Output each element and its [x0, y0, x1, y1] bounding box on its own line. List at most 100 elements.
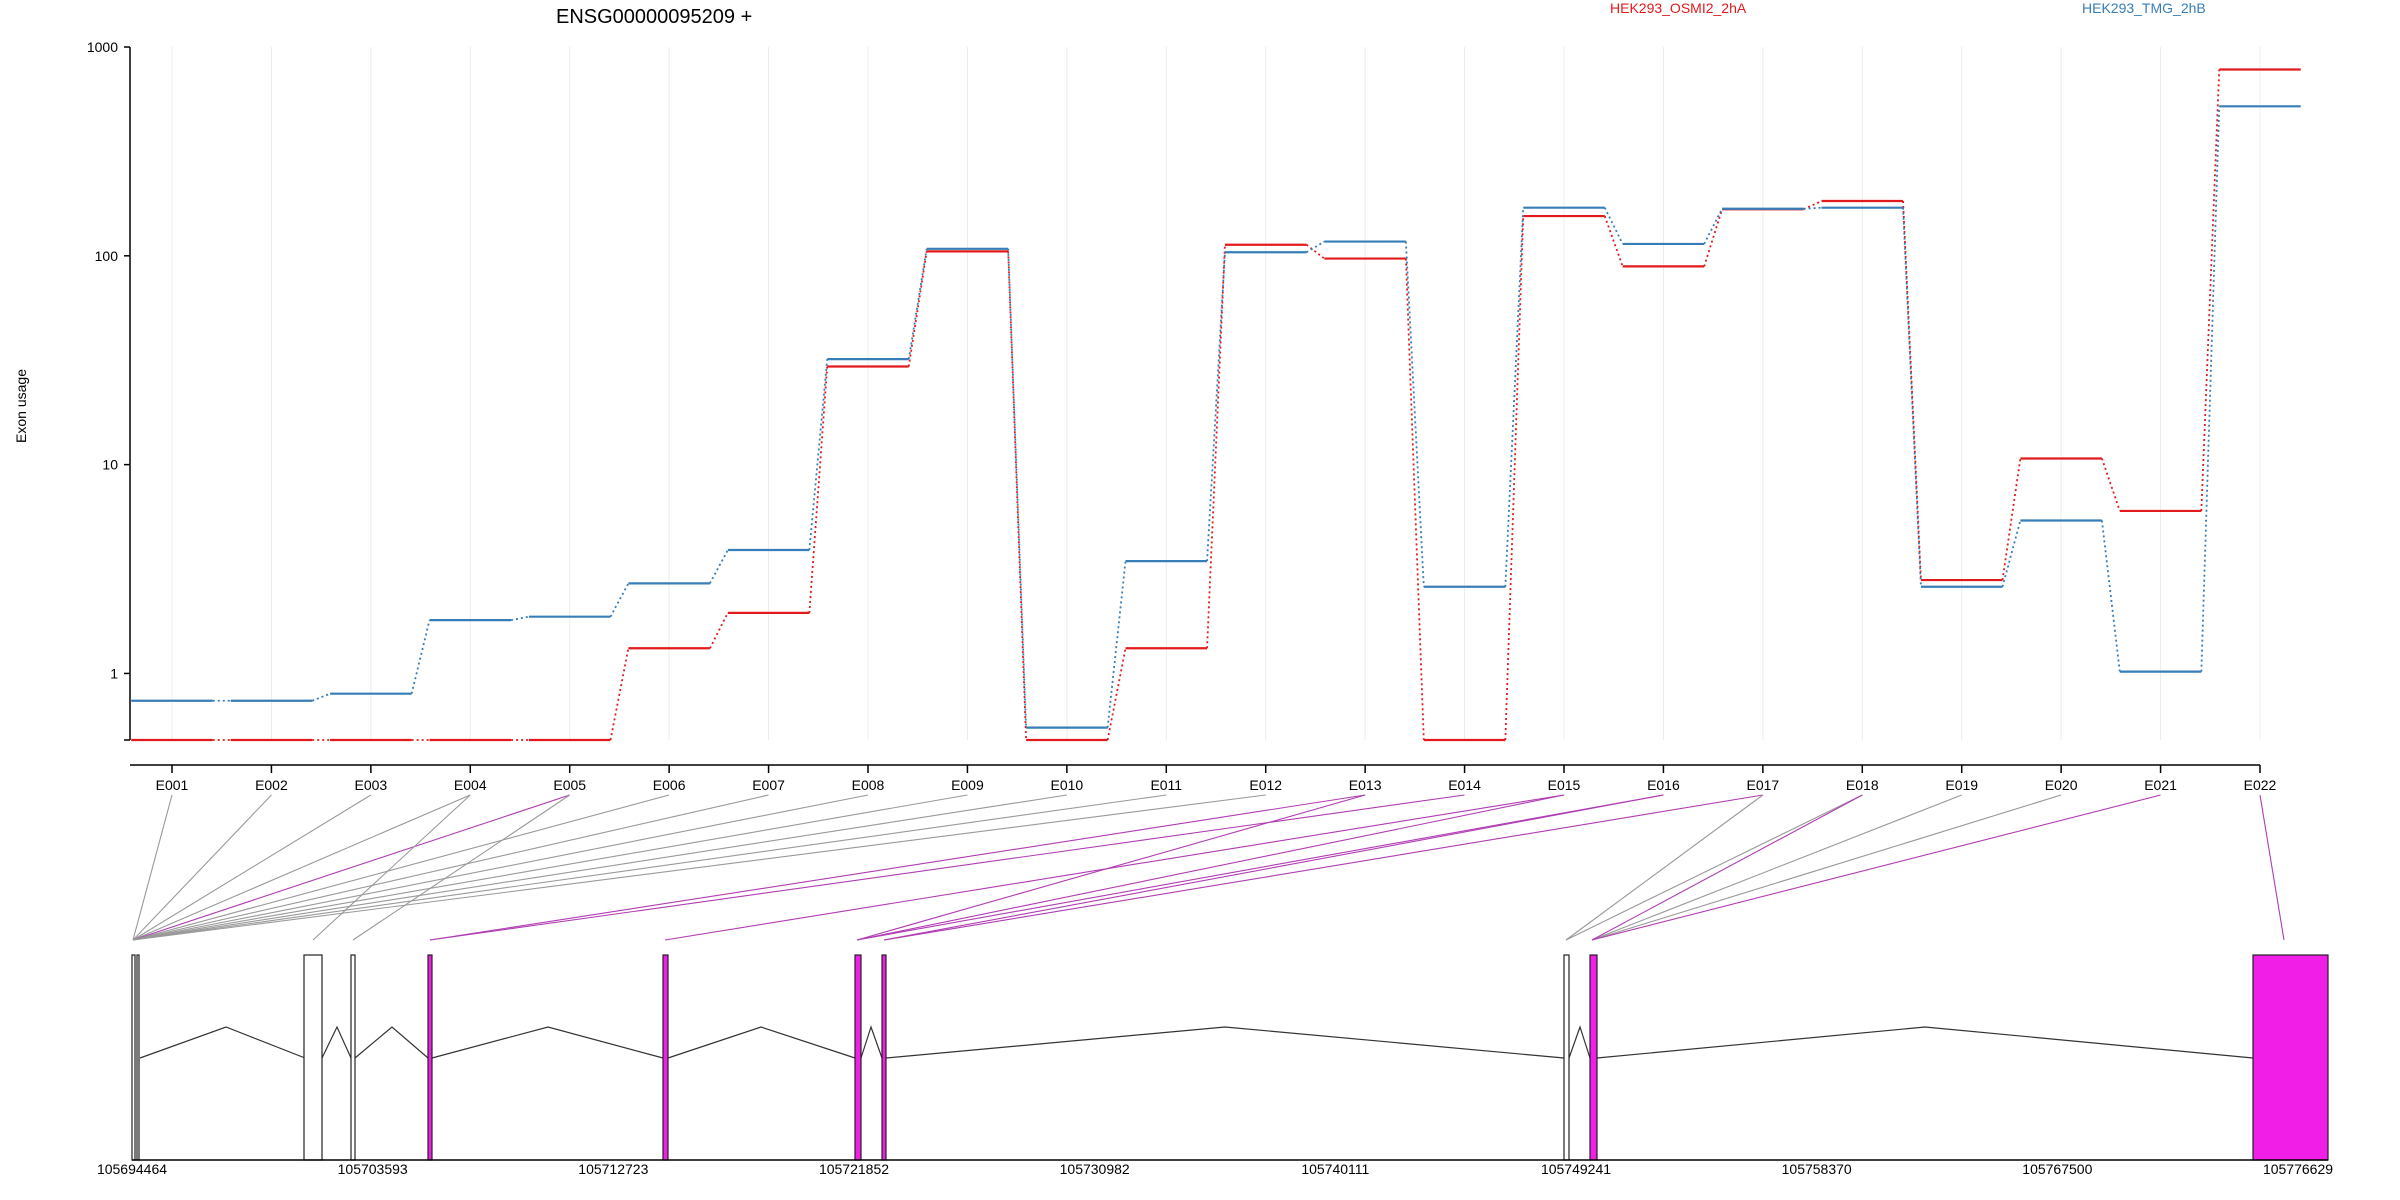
series-connector: [1902, 200, 1922, 581]
series-connector: [907, 248, 928, 360]
genomic-coordinate-label: 105767500: [2022, 1161, 2092, 1177]
series-connector: [2001, 520, 2022, 588]
exon-connector-line: [132, 794, 869, 941]
x-tick-label: E019: [1945, 777, 1978, 793]
x-tick-label: E004: [454, 777, 487, 793]
x-tick-label: E012: [1249, 777, 1282, 793]
exon-box: [350, 954, 356, 1161]
exon-connector-line: [856, 794, 1565, 941]
exon-box-highlighted: [881, 954, 887, 1161]
series-connector: [1306, 240, 1325, 254]
genomic-coordinate-label: 105703593: [338, 1161, 408, 1177]
x-tick-label: E021: [2144, 777, 2177, 793]
intron-line: [885, 1026, 1565, 1059]
exon-connector-line: [132, 794, 968, 941]
series-connector: [1106, 561, 1127, 728]
y-tick-label: 100: [95, 248, 119, 264]
x-tick-label: E011: [1150, 777, 1182, 793]
exon-connectors: [132, 794, 2285, 941]
genomic-coordinate-label: 105758370: [1782, 1161, 1852, 1177]
exon-connector-line: [1591, 794, 2161, 941]
series-connector: [609, 582, 630, 618]
exon-connector-line: [132, 794, 769, 941]
exon-connector-line: [2259, 794, 2285, 941]
x-tick-label: E016: [1647, 777, 1680, 793]
x-tick-label: E010: [1051, 777, 1084, 793]
series-connector: [510, 615, 530, 622]
series-connector: [311, 692, 331, 702]
series-osmi2: [131, 68, 2301, 742]
series-connector: [1803, 200, 1822, 211]
exon-connector-line: [132, 794, 173, 941]
x-tick-label: E005: [553, 777, 586, 793]
series-connector: [1007, 248, 1027, 728]
exon-connector-line: [1565, 794, 1764, 941]
intron-line: [354, 1026, 429, 1059]
x-tick-label: E003: [355, 777, 388, 793]
genomic-coordinate-label: 105694464: [97, 1161, 167, 1177]
genomic-coordinate-label: 105721852: [819, 1161, 889, 1177]
axes: 1 10 100 1000 E001 E002 E003 E004 E005 E006 E007 E0…: [87, 39, 2277, 793]
series-tmg: [131, 105, 2301, 729]
x-tick-label: E013: [1349, 777, 1382, 793]
exon-connector-line: [132, 794, 670, 941]
series-connector: [1405, 258, 1425, 741]
x-tick-label: E022: [2244, 777, 2277, 793]
exon-connector-line: [883, 794, 1763, 941]
series-connector: [609, 648, 630, 741]
exon-connector-line: [883, 794, 1664, 941]
x-tick-label: E007: [752, 777, 785, 793]
exon-connector-line: [132, 794, 372, 941]
exon-connector-line: [132, 794, 471, 941]
exon-box: [303, 954, 323, 1161]
series-connector: [709, 549, 729, 584]
chart-title: ENSG00000095209 +: [556, 6, 752, 28]
exon-box-highlighted: [2252, 954, 2329, 1161]
x-tick-label: E020: [2045, 777, 2078, 793]
legend-entry-osmi2: HEK293_OSMI2_2hA: [1610, 0, 1747, 16]
x-tick-label: E018: [1846, 777, 1879, 793]
series-connector: [1504, 216, 1525, 741]
series-connector: [1106, 648, 1127, 741]
genomic-coordinate-label: 105712723: [578, 1161, 648, 1177]
exon-box-highlighted: [854, 954, 862, 1161]
exon-connector-line: [856, 794, 1366, 941]
exon-box: [1563, 954, 1570, 1161]
exon-connector-line: [664, 794, 1565, 941]
intron-line: [860, 1025, 883, 1059]
series-connector: [1206, 244, 1226, 649]
gene-model: 105694464 105703593 105712723 105721852 1057…: [97, 954, 2333, 1177]
intron-line: [139, 1026, 306, 1059]
genomic-coordinate-label: 105730982: [1060, 1161, 1130, 1177]
exon-connector-line: [352, 794, 571, 941]
series-connector: [410, 619, 431, 694]
x-tick-label: E014: [1448, 777, 1481, 793]
x-tick-label: E006: [653, 777, 686, 793]
y-axis-label: Exon usage: [13, 369, 29, 443]
x-tick-label: E009: [951, 777, 984, 793]
series-connector: [1703, 208, 1723, 245]
genomic-coordinate-label: 105740111: [1301, 1161, 1369, 1177]
exon-connector-line: [1591, 794, 1962, 941]
exon-box: [131, 954, 136, 1161]
exon-connector-line: [312, 794, 471, 941]
intron-line: [1596, 1026, 2254, 1059]
y-tick-label: 10: [102, 457, 118, 473]
legend-entry-tmg: HEK293_TMG_2hB: [2082, 0, 2206, 16]
series-connector: [2200, 69, 2221, 511]
series-connector: [2001, 458, 2022, 581]
series-connector: [1305, 244, 1325, 260]
series-connector: [1206, 252, 1226, 562]
grid: [171, 47, 2261, 740]
exon-connector-line: [1565, 794, 1863, 941]
exon-connector-line: [132, 794, 1167, 941]
series-connector: [1504, 207, 1525, 587]
series-connector: [1603, 215, 1624, 267]
intron-line: [431, 1026, 664, 1059]
series-connector: [808, 359, 829, 551]
genomic-coordinate-label: 105749241: [1541, 1161, 1611, 1177]
y-tick-label: 1000: [87, 39, 118, 55]
series-connector: [2200, 106, 2221, 672]
exon-connector-line: [856, 794, 1664, 941]
